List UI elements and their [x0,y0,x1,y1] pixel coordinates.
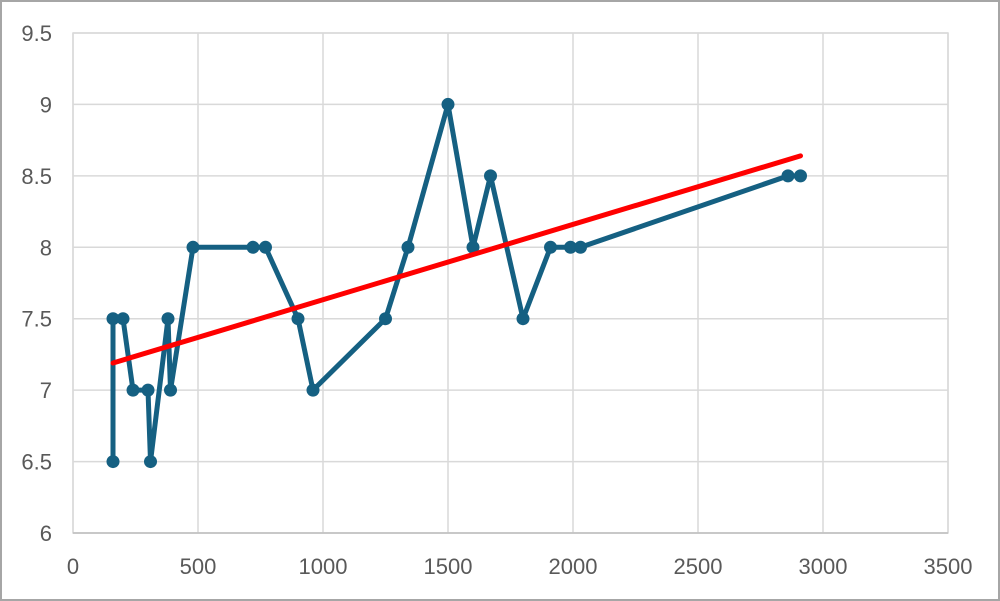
x-axis-tick-label: 2500 [674,554,723,579]
data-point-marker [161,312,175,326]
data-point-marker [186,240,200,254]
data-point-marker [441,97,455,111]
data-point-marker [144,455,157,469]
data-point-marker [401,240,415,254]
x-axis-tick-label: 0 [67,554,79,579]
x-axis-tick-label: 3000 [799,554,848,579]
data-point-marker [259,240,272,254]
data-point-marker [484,169,497,183]
y-axis-tick-label: 9.5 [21,21,52,46]
x-axis-tick-label: 500 [180,554,217,579]
data-point-marker [574,240,587,254]
data-point-marker [106,312,120,326]
data-point-marker [794,169,807,183]
data-point-marker [116,312,130,326]
data-point-marker [466,240,480,254]
data-point-marker [126,383,140,397]
data-point-marker [291,312,305,326]
y-axis-tick-label: 8 [40,235,52,260]
data-point-marker [246,240,260,254]
data-point-marker [164,383,177,397]
y-axis-tick-label: 7 [40,378,52,403]
data-point-marker [544,240,557,254]
x-axis-tick-label: 2000 [549,554,598,579]
data-point-marker [306,383,320,397]
y-axis-tick-label: 6.5 [21,450,52,475]
y-axis-tick-label: 9 [40,92,52,117]
y-axis-tick-label: 7.5 [21,307,52,332]
data-point-marker [564,240,577,254]
y-axis-tick-label: 6 [40,521,52,546]
x-axis-tick-label: 3500 [924,554,973,579]
data-point-marker [379,312,392,326]
data-point-marker [516,312,530,326]
data-point-marker [106,455,120,469]
y-axis-tick-label: 8.5 [21,164,52,189]
data-point-marker [781,169,795,183]
x-axis-tick-label: 1500 [424,554,473,579]
data-point-marker [141,383,155,397]
trendline [110,153,803,366]
x-axis-tick-label: 1000 [299,554,348,579]
